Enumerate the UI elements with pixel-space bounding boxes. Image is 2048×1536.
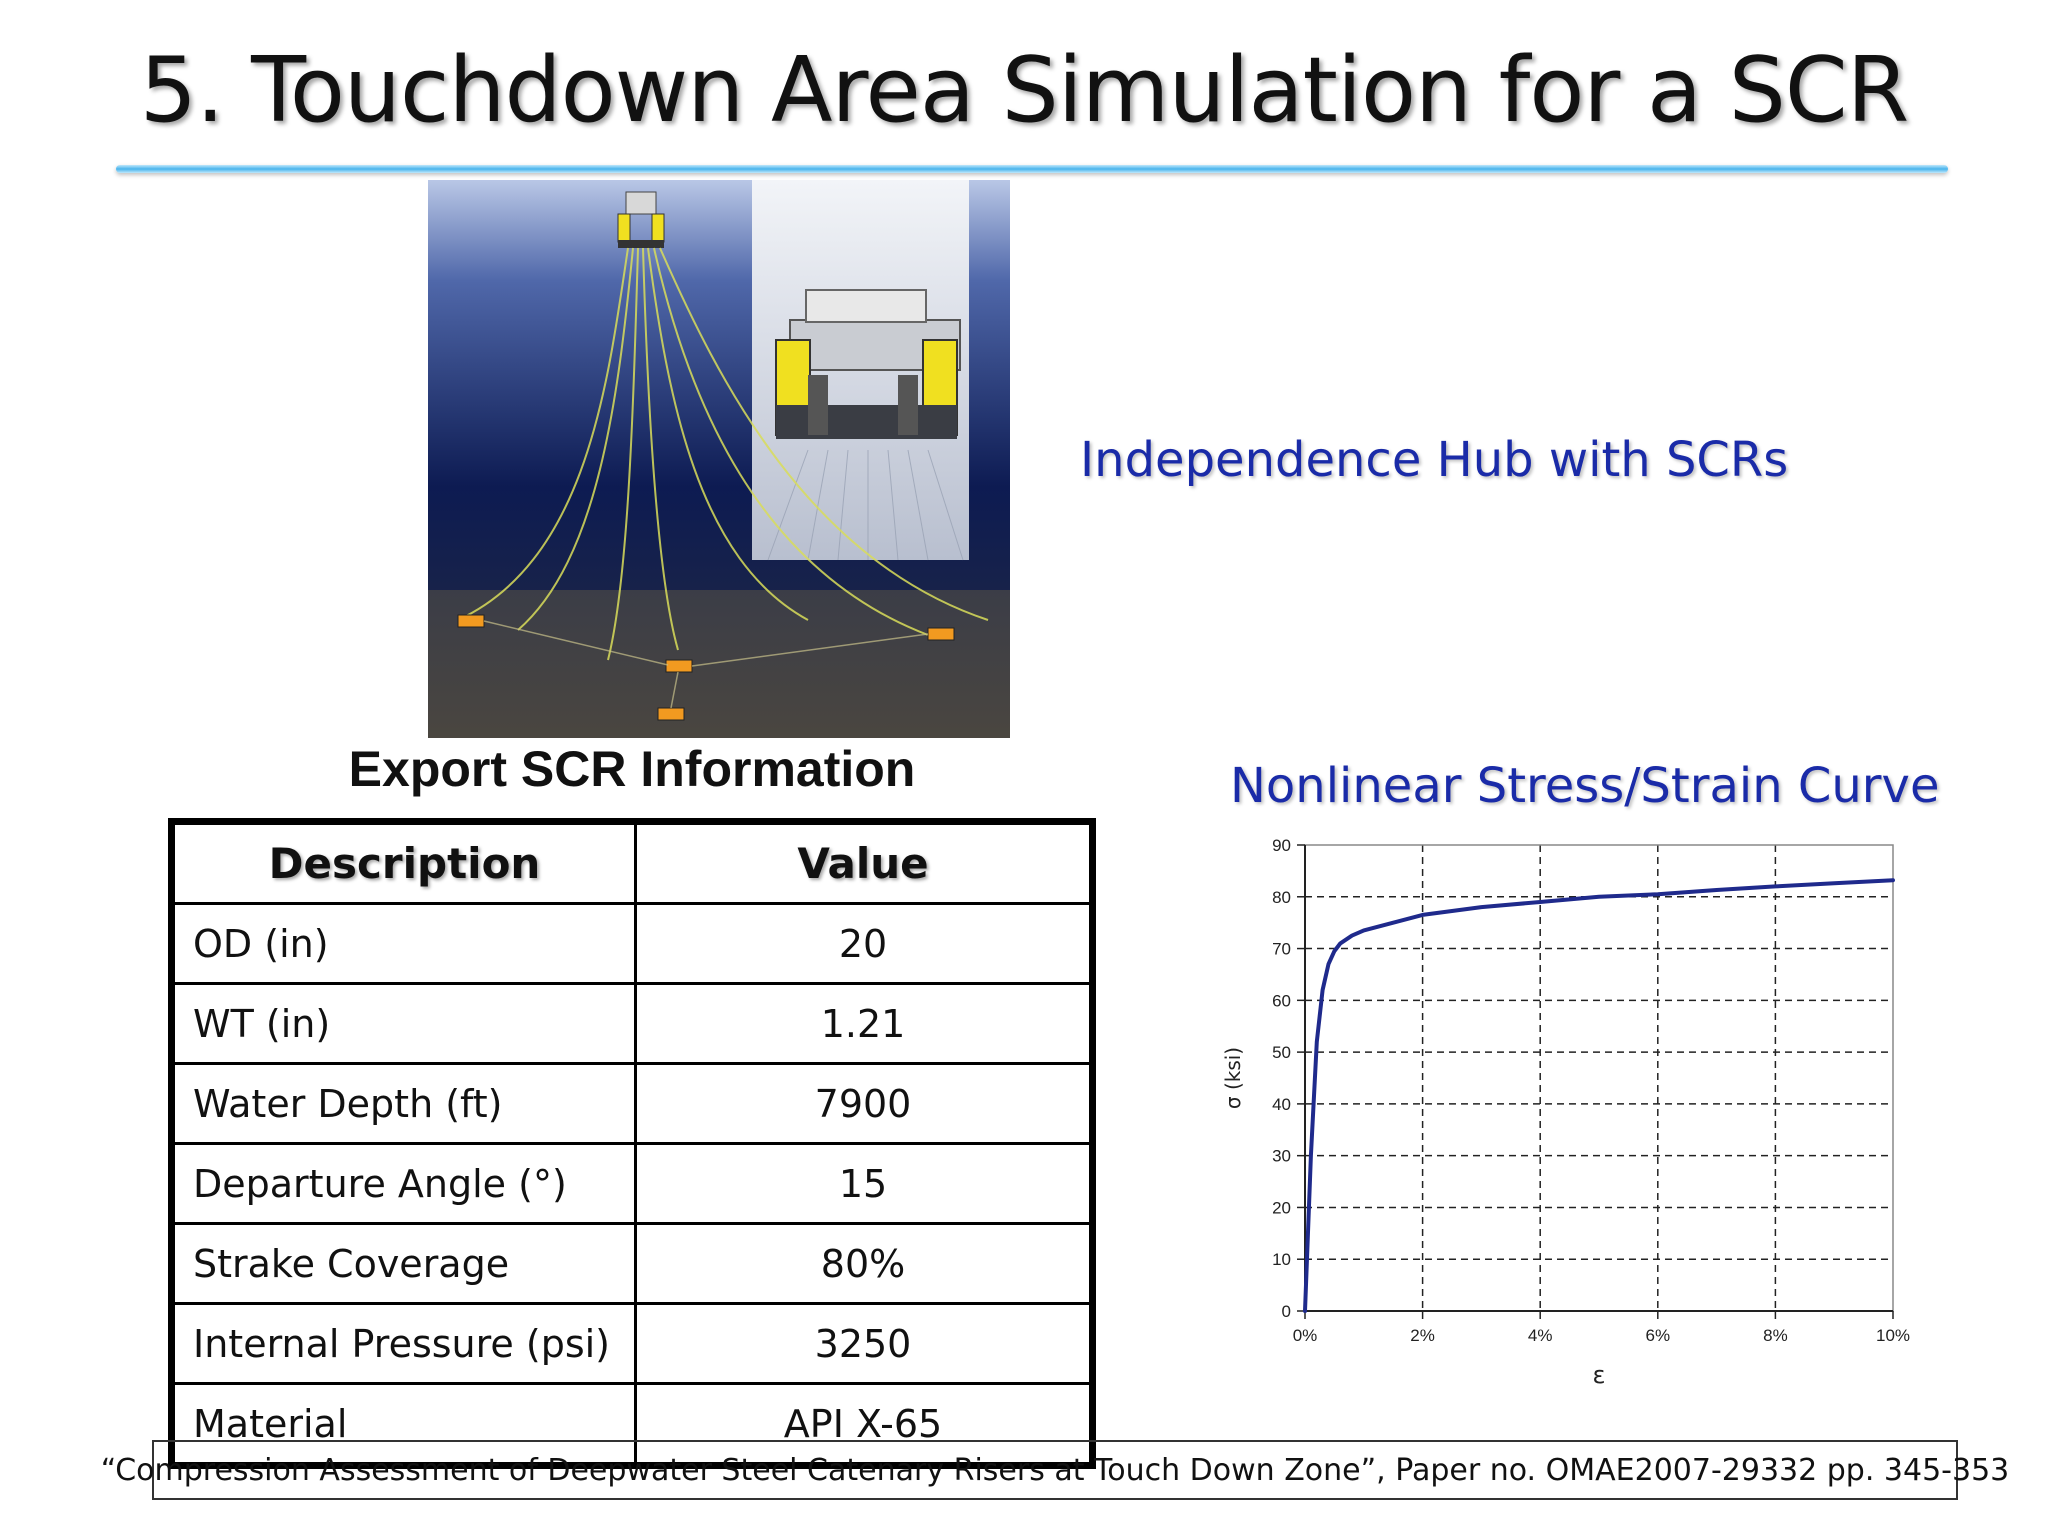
- table-cell-value: API X-65: [634, 1382, 1094, 1467]
- y-tick-label: 10: [1272, 1250, 1291, 1269]
- table-cell-description: Water Depth (ft): [170, 1062, 637, 1145]
- table-cell-description: Departure Angle (°): [170, 1142, 637, 1225]
- table-cell-value: 15: [634, 1142, 1094, 1225]
- y-tick-label: 70: [1272, 940, 1291, 959]
- x-tick-label: 8%: [1763, 1326, 1788, 1345]
- independence-hub-image: [428, 180, 1010, 738]
- column-header: Description: [170, 820, 637, 905]
- slide-title: 5. Touchdown Area Simulation for a SCR: [139, 38, 1910, 143]
- table-cell-description: Internal Pressure (psi): [170, 1302, 637, 1385]
- y-tick-label: 30: [1272, 1147, 1291, 1166]
- x-tick-label: 2%: [1410, 1326, 1435, 1345]
- table-cell-value: 80%: [634, 1222, 1094, 1305]
- y-tick-label: 80: [1272, 888, 1291, 907]
- table-row: Material API X-65: [170, 1382, 1094, 1467]
- image-caption: Independence Hub with SCRs: [1080, 432, 1789, 488]
- y-axis-label: σ (ksi): [1221, 1047, 1245, 1109]
- table-cell-description: Material: [170, 1382, 637, 1467]
- table-row: Internal Pressure (psi) 3250: [170, 1302, 1094, 1385]
- x-axis-label: ε: [1593, 1361, 1606, 1389]
- x-tick-label: 6%: [1646, 1326, 1671, 1345]
- table-cell-description: WT (in): [170, 982, 637, 1065]
- table-cell-value: 1.21: [634, 982, 1094, 1065]
- table-row: Water Depth (ft) 7900: [170, 1062, 1094, 1145]
- x-tick-label: 0%: [1293, 1326, 1318, 1345]
- chart-title: Nonlinear Stress/Strain Curve: [1230, 758, 1940, 814]
- column-header: Value: [634, 820, 1094, 905]
- stress-strain-chart: 0 10 20 30 40 50 60 70 80 90 0% 2% 4% 6% 8% 10% ε σ (ksi): [1221, 836, 1910, 1389]
- y-tick-label: 40: [1272, 1095, 1291, 1114]
- citation-box: “Compression Assessment of Deepwater Ste…: [101, 1440, 2009, 1500]
- table-row: Strake Coverage 80%: [170, 1222, 1094, 1305]
- table-cell-description: Strake Coverage: [170, 1222, 637, 1305]
- x-tick-label: 4%: [1528, 1326, 1553, 1345]
- table-cell-value: 3250: [634, 1302, 1094, 1385]
- table-row: WT (in) 1.21: [170, 982, 1094, 1065]
- table-row: OD (in) 20: [170, 902, 1094, 985]
- plot-frame: [1304, 844, 1894, 1312]
- table-cell-value: 20: [634, 902, 1094, 985]
- table-title: Export SCR Information: [348, 741, 916, 797]
- citation-text: “Compression Assessment of Deepwater Ste…: [100, 1452, 2010, 1488]
- table-cell-value: 7900: [634, 1062, 1094, 1145]
- scr-info-table: Description Value OD (in) 20 WT (in) 1.2…: [168, 818, 1096, 1469]
- series-line: [1303, 878, 1895, 1313]
- y-tick-label: 60: [1272, 991, 1291, 1010]
- x-tick-label: 10%: [1876, 1326, 1910, 1345]
- y-tick-label: 50: [1272, 1043, 1291, 1062]
- y-tick-label: 0: [1282, 1302, 1291, 1321]
- table-cell-description: OD (in): [170, 902, 637, 985]
- title-divider: [116, 165, 1948, 173]
- table-row: Departure Angle (°) 15: [170, 1142, 1094, 1225]
- table-header-row: Description Value: [170, 820, 1094, 905]
- y-tick-label: 20: [1272, 1198, 1291, 1217]
- y-tick-label: 90: [1272, 836, 1291, 855]
